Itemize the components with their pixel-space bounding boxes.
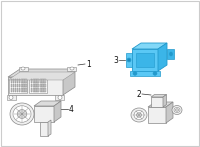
Ellipse shape (134, 111, 144, 120)
Ellipse shape (170, 52, 172, 56)
Bar (15, 88, 16, 91)
Bar (37, 83, 39, 87)
Ellipse shape (13, 106, 31, 122)
Bar (10, 88, 12, 91)
Ellipse shape (58, 96, 62, 100)
Bar (35, 88, 37, 91)
Bar (15, 79, 16, 82)
Text: 2: 2 (136, 90, 141, 98)
Polygon shape (167, 49, 174, 59)
Ellipse shape (9, 96, 13, 100)
Bar (30, 83, 32, 87)
Polygon shape (8, 69, 75, 77)
Ellipse shape (131, 108, 147, 122)
Text: 1: 1 (86, 60, 91, 69)
Bar (25, 88, 27, 91)
Bar (42, 79, 44, 82)
Bar (17, 88, 18, 91)
Bar (19, 88, 20, 91)
Polygon shape (19, 67, 28, 71)
Bar (25, 83, 27, 87)
Text: 4: 4 (69, 105, 74, 113)
Ellipse shape (136, 113, 142, 117)
Polygon shape (130, 71, 160, 76)
Ellipse shape (70, 67, 74, 70)
Bar (33, 83, 35, 87)
Bar (19, 79, 20, 82)
Polygon shape (7, 95, 16, 100)
Ellipse shape (172, 106, 182, 115)
Ellipse shape (128, 59, 130, 61)
Polygon shape (132, 49, 158, 71)
Ellipse shape (176, 109, 179, 111)
Polygon shape (148, 102, 173, 107)
Polygon shape (163, 95, 166, 107)
Bar (10, 83, 12, 87)
Bar (44, 88, 46, 91)
Polygon shape (34, 101, 61, 106)
Bar (23, 79, 25, 82)
Bar (37, 79, 39, 82)
Polygon shape (63, 69, 75, 95)
Polygon shape (158, 43, 167, 71)
Bar (44, 83, 46, 87)
Bar (37, 88, 39, 91)
Ellipse shape (174, 107, 180, 112)
Bar (30, 79, 32, 82)
Ellipse shape (17, 110, 27, 118)
Bar (40, 88, 42, 91)
Polygon shape (48, 120, 51, 136)
Polygon shape (8, 77, 63, 95)
Ellipse shape (133, 72, 137, 75)
Bar (23, 83, 25, 87)
Polygon shape (132, 43, 167, 49)
Text: 3: 3 (113, 56, 118, 65)
Polygon shape (54, 101, 61, 122)
Bar (19, 83, 20, 87)
Bar (17, 79, 18, 82)
Bar (33, 79, 35, 82)
Polygon shape (9, 79, 27, 93)
Bar (23, 88, 25, 91)
Bar (13, 83, 14, 87)
Bar (33, 88, 35, 91)
Polygon shape (34, 106, 54, 122)
Polygon shape (29, 79, 47, 93)
Polygon shape (8, 72, 75, 80)
Polygon shape (126, 53, 132, 67)
Polygon shape (55, 95, 64, 100)
Polygon shape (148, 107, 166, 123)
Bar (35, 83, 37, 87)
Ellipse shape (10, 103, 34, 125)
Polygon shape (151, 97, 163, 107)
Bar (1, 1, 199, 146)
Ellipse shape (153, 72, 157, 75)
Bar (40, 83, 42, 87)
Ellipse shape (127, 58, 131, 62)
Bar (15, 83, 16, 87)
Ellipse shape (21, 67, 25, 70)
Bar (17, 83, 18, 87)
Bar (13, 79, 14, 82)
Bar (44, 79, 46, 82)
Bar (21, 88, 22, 91)
Bar (13, 88, 14, 91)
Bar (40, 79, 42, 82)
Bar (21, 79, 22, 82)
Polygon shape (151, 95, 166, 97)
Polygon shape (166, 102, 173, 123)
Polygon shape (67, 67, 76, 71)
Polygon shape (40, 122, 48, 136)
Bar (35, 79, 37, 82)
Polygon shape (136, 53, 154, 67)
Bar (10, 79, 12, 82)
Bar (30, 88, 32, 91)
Bar (42, 83, 44, 87)
Bar (21, 83, 22, 87)
Bar (25, 79, 27, 82)
Bar (42, 88, 44, 91)
